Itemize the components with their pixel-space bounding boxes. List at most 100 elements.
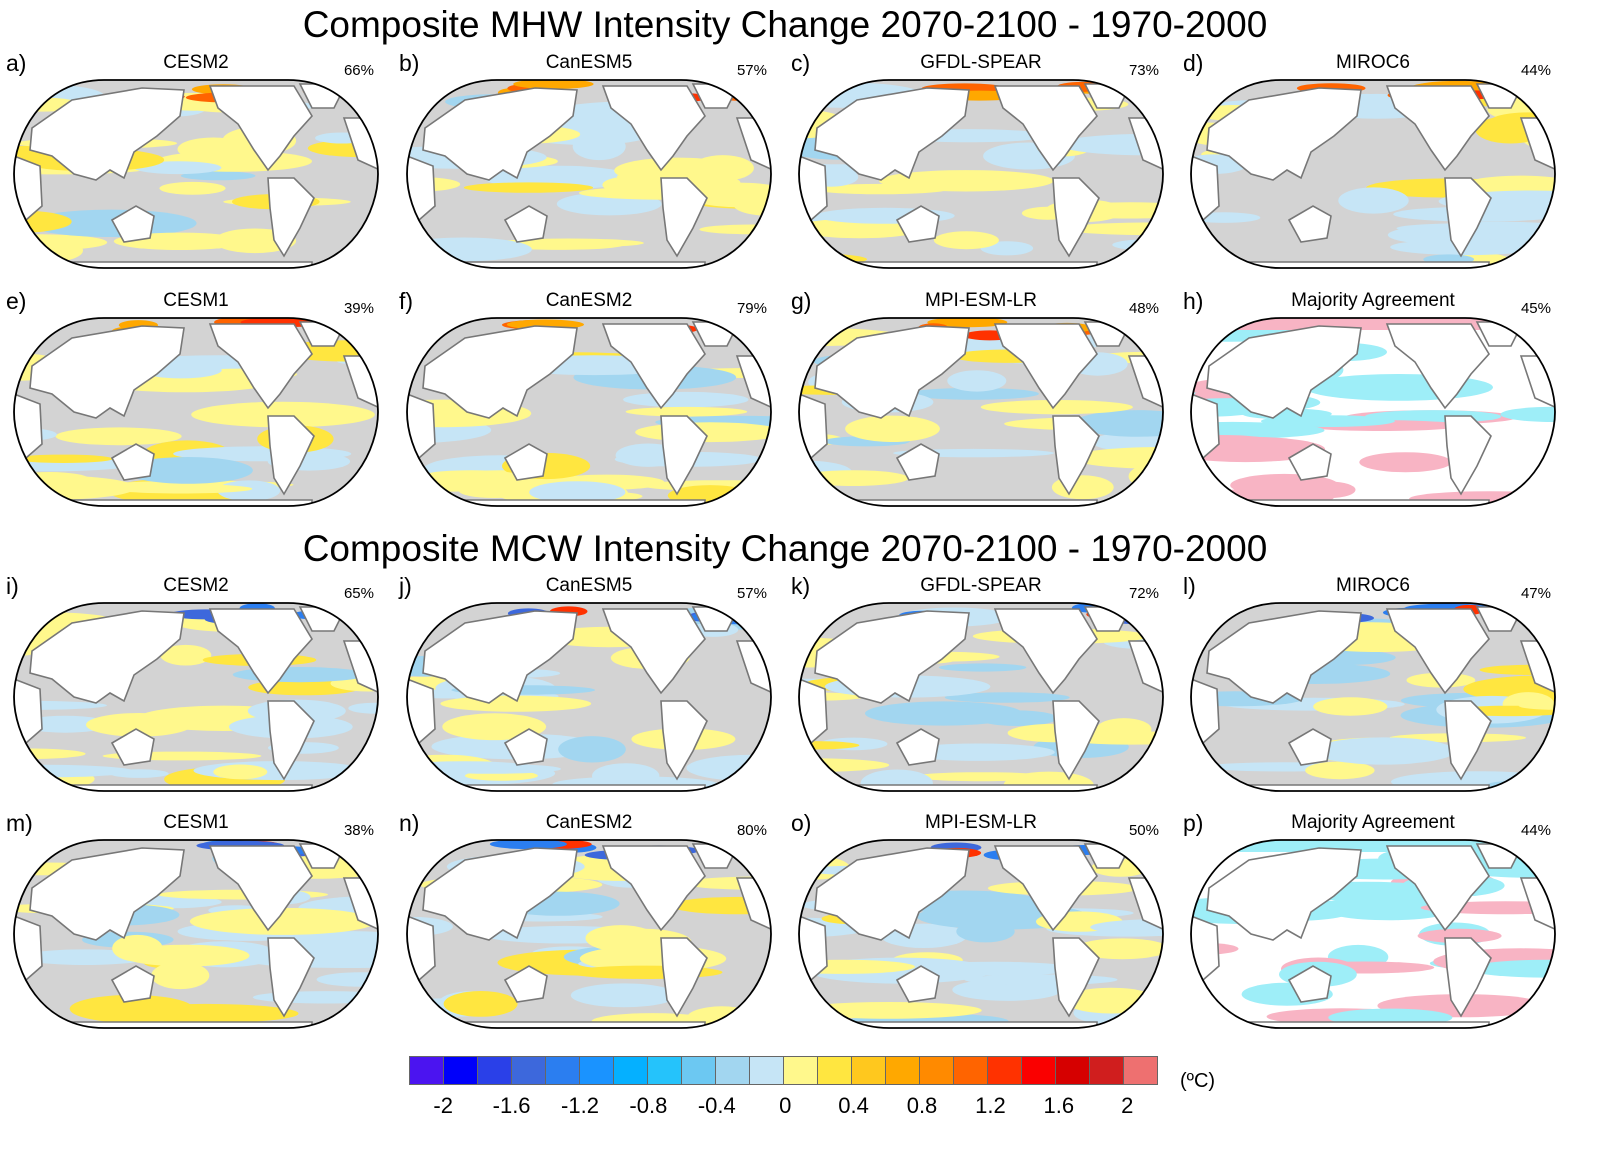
map-border: [406, 79, 772, 269]
land: [1052, 937, 1100, 1018]
map-border: [798, 602, 1164, 792]
map-border: [1190, 317, 1556, 507]
map-panel: p) Majority Agreement 44%: [1183, 810, 1563, 1040]
land: [1191, 914, 1220, 982]
anomaly-region: [602, 176, 660, 194]
anomaly-region: [112, 934, 163, 962]
colorbar-swatch: [988, 1057, 1022, 1084]
colorbar-swatch: [954, 1057, 988, 1084]
panel-model-name: MIROC6: [1336, 52, 1410, 73]
land: [799, 392, 828, 460]
land: [422, 610, 578, 704]
anomaly-region: [908, 387, 1039, 400]
anomaly-region: [1359, 452, 1452, 473]
land: [895, 965, 940, 1003]
colorbar-swatch: [920, 1057, 954, 1084]
anomaly-region: [625, 406, 748, 417]
land: [814, 87, 970, 181]
land: [856, 499, 1098, 506]
land: [856, 1021, 1098, 1028]
colorbar-swatch: [1124, 1057, 1157, 1084]
land: [14, 677, 43, 745]
anomaly-region: [55, 427, 182, 446]
panel-letter: e): [6, 288, 27, 314]
land: [464, 261, 706, 268]
land: [503, 443, 548, 481]
land: [71, 261, 313, 268]
land: [1191, 392, 1220, 460]
anomaly-region: [1313, 697, 1388, 716]
anomaly-region: [426, 470, 516, 479]
anomaly-region: [944, 692, 1070, 703]
colorbar-swatch: [818, 1057, 852, 1084]
anomaly-region: [570, 983, 678, 1008]
land: [660, 177, 708, 258]
anomaly-region: [1518, 701, 1555, 710]
land: [1052, 177, 1100, 258]
anomaly-region: [691, 155, 754, 181]
panel-model-name: GFDL-SPEAR: [920, 575, 1042, 596]
anomaly-region: [213, 764, 268, 780]
anomaly-region: [1320, 895, 1457, 921]
colorbar-swatch: [682, 1057, 716, 1084]
anomaly-region: [316, 972, 378, 987]
panel-percent: 44%: [1520, 822, 1551, 839]
anomaly-region: [180, 171, 256, 181]
land: [993, 608, 1098, 695]
land: [856, 261, 1098, 268]
land: [422, 325, 578, 419]
panel-letter: g): [791, 288, 812, 314]
panel-percent: 44%: [1520, 62, 1551, 79]
anomaly-region: [191, 401, 375, 428]
colorbar-tick-label: 0.8: [906, 1093, 938, 1118]
land: [1191, 154, 1220, 222]
land: [1444, 937, 1492, 1018]
panel-percent: 47%: [1520, 585, 1551, 602]
land: [1052, 415, 1100, 496]
anomaly-region: [151, 961, 210, 990]
map-panel: k) GFDL-SPEAR 72%: [791, 573, 1171, 803]
colorbar-swatch: [444, 1057, 478, 1084]
map-panel: j) CanESM5 57%: [399, 573, 779, 803]
anomaly-region: [901, 743, 1055, 761]
map-panel: h) Majority Agreement 45%: [1183, 288, 1563, 518]
map-panel: i) CESM2 65%: [6, 573, 386, 803]
colorbar-swatch: [614, 1057, 648, 1084]
colorbar-tick-label: -0.4: [697, 1093, 736, 1118]
land: [71, 784, 313, 791]
land: [29, 610, 185, 704]
land: [1287, 965, 1332, 1003]
arctic-anomaly: [927, 318, 1008, 328]
land: [814, 610, 970, 704]
colorbar-tick-label: -1.6: [492, 1093, 531, 1118]
panel-letter: j): [399, 573, 412, 599]
land: [14, 154, 43, 222]
colorbar-swatch: [1090, 1057, 1124, 1084]
world-map: [798, 79, 1164, 269]
panel-percent: 38%: [343, 822, 374, 839]
panel-letter: a): [6, 50, 27, 76]
anomaly-region: [977, 710, 1058, 726]
colorbar-swatch: [716, 1057, 750, 1084]
colorbar-swatch: [478, 1057, 512, 1084]
anomaly-region: [86, 713, 192, 737]
land: [1385, 608, 1490, 695]
panel-percent: 57%: [736, 585, 767, 602]
land: [110, 205, 155, 243]
panel-percent: 80%: [736, 822, 767, 839]
panel-model-name: MIROC6: [1336, 575, 1410, 596]
panel-percent: 72%: [1128, 585, 1159, 602]
land: [1248, 499, 1490, 506]
land: [601, 845, 706, 932]
panel-percent: 66%: [343, 62, 374, 79]
anomaly-region: [159, 181, 226, 195]
land: [1206, 87, 1362, 181]
panel-model-name: CanESM5: [545, 52, 633, 73]
colorbar-tick-label: 2: [1121, 1093, 1134, 1118]
land: [1248, 1021, 1490, 1028]
world-map: [1190, 79, 1556, 269]
anomaly-region: [947, 370, 1007, 392]
anomaly-region: [1260, 415, 1395, 427]
land: [1287, 443, 1332, 481]
panel-letter: m): [6, 810, 33, 836]
